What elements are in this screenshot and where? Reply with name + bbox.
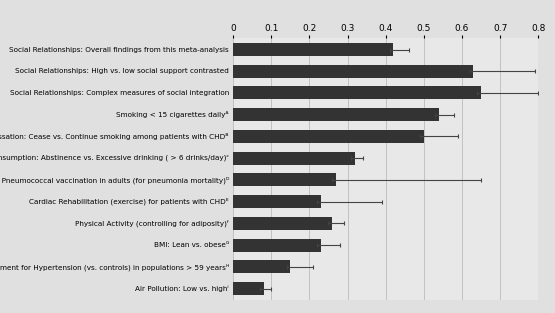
Bar bbox=[233, 65, 473, 78]
Bar bbox=[233, 43, 393, 56]
Bar bbox=[233, 195, 321, 208]
Bar bbox=[233, 173, 336, 187]
Bar bbox=[233, 217, 332, 230]
Bar bbox=[233, 130, 424, 143]
Bar bbox=[233, 282, 264, 295]
Bar bbox=[233, 260, 290, 273]
Bar bbox=[233, 108, 439, 121]
Bar bbox=[233, 86, 481, 100]
Bar bbox=[233, 151, 355, 165]
Bar bbox=[233, 239, 321, 252]
